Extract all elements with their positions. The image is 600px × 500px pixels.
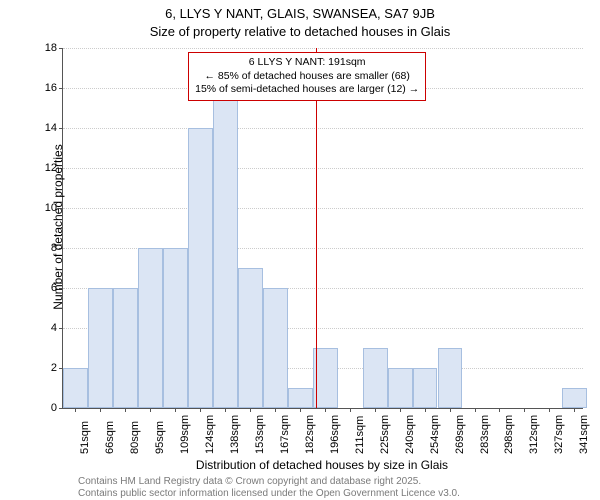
x-tick-label: 312sqm	[528, 415, 540, 454]
x-tick-label: 153sqm	[254, 415, 266, 454]
histogram-bar	[163, 248, 188, 408]
x-tick	[524, 408, 525, 412]
x-tick-label: 80sqm	[129, 421, 141, 454]
plot-area: 02468101214161851sqm66sqm80sqm95sqm109sq…	[62, 48, 583, 409]
x-tick-label: 51sqm	[79, 421, 91, 454]
histogram-bar	[413, 368, 438, 408]
x-tick	[425, 408, 426, 412]
y-tick	[59, 408, 63, 409]
x-tick	[200, 408, 201, 412]
x-tick-label: 182sqm	[304, 415, 316, 454]
y-tick	[59, 88, 63, 89]
histogram-bar	[63, 368, 88, 408]
x-tick-label: 95sqm	[154, 421, 166, 454]
gridline	[63, 208, 583, 209]
histogram-bar	[438, 348, 463, 408]
histogram-bar	[188, 128, 213, 408]
x-tick	[499, 408, 500, 412]
footer-line-2: Contains public sector information licen…	[78, 488, 460, 499]
gridline	[63, 48, 583, 49]
histogram-bar	[388, 368, 413, 408]
x-tick	[100, 408, 101, 412]
x-tick-label: 138sqm	[229, 415, 241, 454]
x-tick	[325, 408, 326, 412]
y-tick-label: 0	[33, 402, 57, 414]
histogram-bar	[288, 388, 313, 408]
x-tick-label: 66sqm	[104, 421, 116, 454]
x-tick	[574, 408, 575, 412]
x-tick-label: 211sqm	[354, 416, 366, 454]
histogram-bar	[363, 348, 388, 408]
x-tick-label: 196sqm	[329, 415, 341, 454]
reference-line	[316, 48, 317, 408]
y-tick	[59, 328, 63, 329]
x-tick-label: 167sqm	[279, 415, 291, 454]
y-axis-label: Number of detached properties	[51, 127, 65, 327]
x-tick	[75, 408, 76, 412]
y-tick-label: 18	[33, 42, 57, 54]
x-tick	[250, 408, 251, 412]
x-tick	[450, 408, 451, 412]
histogram-bar	[213, 88, 238, 408]
x-tick	[350, 408, 351, 412]
y-tick-label: 2	[33, 362, 57, 374]
gridline	[63, 128, 583, 129]
x-tick	[225, 408, 226, 412]
x-tick	[549, 408, 550, 412]
histogram-bar	[88, 288, 113, 408]
annotation-line-1: 6 LLYS Y NANT: 191sqm	[195, 56, 419, 70]
y-tick	[59, 48, 63, 49]
x-tick-label: 327sqm	[553, 415, 565, 454]
x-tick	[475, 408, 476, 412]
histogram-bar	[263, 288, 288, 408]
x-axis-label: Distribution of detached houses by size …	[62, 458, 582, 472]
gridline	[63, 168, 583, 169]
x-tick-label: 298sqm	[503, 415, 515, 454]
x-tick-label: 124sqm	[204, 415, 216, 454]
x-tick-label: 269sqm	[454, 415, 466, 454]
x-tick-label: 109sqm	[179, 415, 191, 454]
title-line-1: 6, LLYS Y NANT, GLAIS, SWANSEA, SA7 9JB	[0, 6, 600, 21]
x-tick	[125, 408, 126, 412]
histogram-bar	[238, 268, 263, 408]
annotation-line-3: 15% of semi-detached houses are larger (…	[195, 83, 419, 97]
annotation-box: 6 LLYS Y NANT: 191sqm← 85% of detached h…	[188, 52, 426, 101]
x-tick	[400, 408, 401, 412]
x-tick-label: 341sqm	[578, 415, 590, 454]
annotation-line-2: ← 85% of detached houses are smaller (68…	[195, 70, 419, 84]
histogram-bar	[113, 288, 138, 408]
x-tick	[175, 408, 176, 412]
x-tick	[150, 408, 151, 412]
x-tick-label: 254sqm	[429, 415, 441, 454]
x-tick-label: 283sqm	[479, 415, 491, 454]
x-tick-label: 240sqm	[404, 415, 416, 454]
x-tick-label: 225sqm	[379, 415, 391, 454]
footer-line-1: Contains HM Land Registry data © Crown c…	[78, 476, 421, 487]
x-tick	[375, 408, 376, 412]
chart-container: 6, LLYS Y NANT, GLAIS, SWANSEA, SA7 9JB …	[0, 0, 600, 500]
histogram-bar	[138, 248, 163, 408]
histogram-bar	[562, 388, 587, 408]
x-tick	[275, 408, 276, 412]
x-tick	[300, 408, 301, 412]
title-line-2: Size of property relative to detached ho…	[0, 24, 600, 39]
y-tick-label: 16	[33, 82, 57, 94]
